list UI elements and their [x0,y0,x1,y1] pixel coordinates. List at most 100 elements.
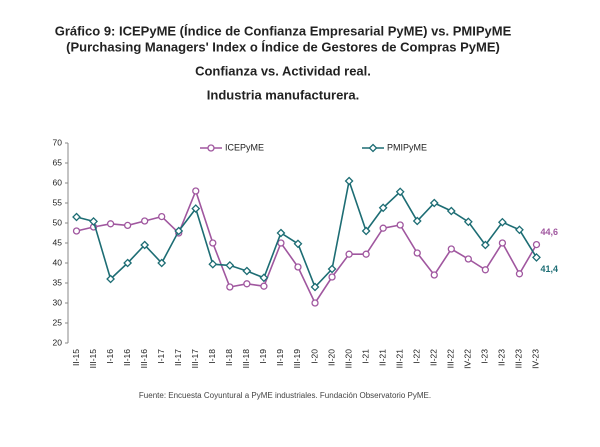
y-tick-label: 45 [53,237,63,247]
chart-subtitle: Industria manufacturera. [207,87,359,102]
y-tick-label: 40 [53,257,63,267]
marker [123,258,133,268]
marker [311,299,319,307]
marker [447,245,455,253]
x-tick-label: I-16 [105,349,115,364]
x-tick-label: III-17 [190,349,200,369]
marker [429,198,439,208]
marker [497,217,507,227]
x-tick-label: III-16 [139,349,149,369]
marker [259,273,269,283]
x-tick-label: I-20 [309,349,319,364]
x-tick-label: III-21 [394,349,404,369]
x-tick-label: II-22 [429,349,439,366]
marker [226,283,234,291]
marker [192,187,200,195]
x-tick-label: II-23 [497,349,507,366]
value-label: 44,6 [540,227,558,237]
marker [157,258,167,268]
marker [72,212,81,222]
marker [89,216,98,226]
marker [140,240,150,250]
y-tick-label: 20 [53,337,63,347]
marker [362,250,370,258]
marker [345,250,353,258]
marker [276,228,286,238]
x-tick-label: I-19 [258,349,268,364]
legend-marker [207,144,215,152]
x-tick-label: II-19 [275,349,285,366]
x-tick-label: III-20 [343,349,353,369]
marker [344,176,354,186]
y-tick-label: 50 [53,217,63,227]
marker [430,271,438,279]
x-tick-label: I-17 [156,349,166,364]
marker [123,221,132,230]
x-tick-label: II-21 [377,349,387,366]
marker [72,227,81,235]
marker [328,273,336,281]
marker [174,226,184,236]
x-tick-label: II-16 [122,349,132,366]
marker [293,239,303,249]
legend-marker [368,143,378,153]
x-tick-label: IV-23 [531,349,541,369]
marker [191,204,201,214]
marker [208,259,218,269]
series-line [76,188,538,305]
x-tick-label: III-23 [514,349,524,369]
marker [463,217,473,227]
value-label: 41,4 [540,264,558,274]
marker [158,212,166,221]
marker [515,225,524,235]
series-line [76,177,538,289]
marker [464,255,472,263]
y-tick-label: 35 [53,277,63,287]
x-tick-label: III-22 [446,349,456,369]
marker [141,217,149,225]
marker [498,239,507,247]
chart-title: Gráfico 9: ICEPyME (Índice de Confianza … [55,23,512,38]
legend-label: PMIPyME [387,142,427,152]
marker [532,252,541,262]
marker [395,187,405,197]
marker [277,239,285,247]
x-tick-label: I-23 [480,349,490,364]
y-tick-label: 30 [53,297,63,307]
marker [361,226,371,236]
marker [209,239,217,247]
x-tick-label: I-21 [360,349,370,364]
marker [396,221,404,229]
legend-label: ICEPyME [225,142,264,152]
x-tick-label: II-20 [326,349,336,366]
marker [412,216,422,226]
x-tick-label: III-19 [292,349,302,369]
x-tick-label: I-22 [411,349,421,364]
x-tick-label: III-15 [88,349,98,369]
source-note: Fuente: Encuesta Coyuntural a PyME indus… [139,391,431,400]
x-tick-label: II-18 [224,349,234,366]
marker [310,282,320,292]
marker [106,220,115,228]
marker [243,280,251,288]
marker [413,249,421,257]
marker [378,203,388,213]
marker [260,282,268,290]
x-tick-label: I-18 [207,349,217,364]
x-tick-label: II-17 [173,349,183,366]
marker [242,266,252,276]
x-tick-label: III-18 [241,349,251,369]
y-tick-label: 25 [53,317,63,327]
y-tick-label: 65 [53,157,63,167]
marker [515,270,524,278]
marker [327,264,337,274]
marker [532,240,541,249]
chart-subtitle: Confianza vs. Actividad real. [195,63,371,78]
y-tick-label: 70 [53,137,63,147]
y-tick-label: 60 [53,177,63,187]
marker [446,206,456,216]
marker [294,263,302,271]
y-tick-label: 55 [53,197,63,207]
chart-title: (Purchasing Managers' Index o Índice de … [66,39,500,54]
